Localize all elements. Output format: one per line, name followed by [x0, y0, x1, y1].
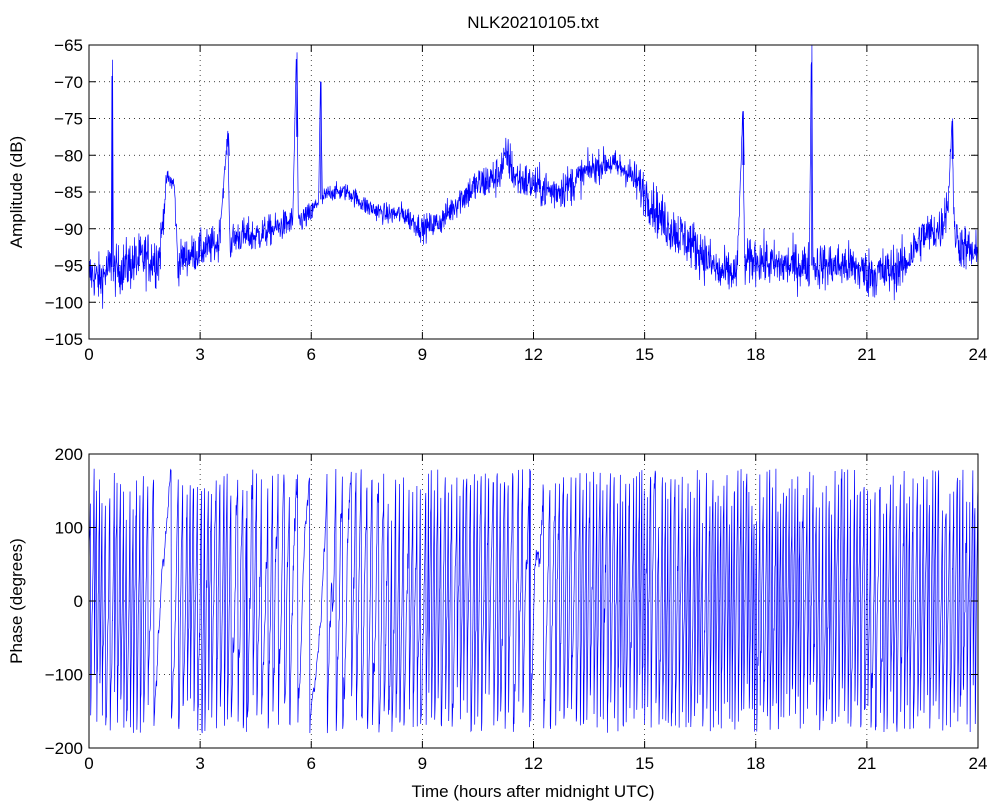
phase-xtick-label: 6 — [307, 754, 316, 773]
phase-xlabel: Time (hours after midnight UTC) — [411, 782, 654, 801]
amplitude-ytick-label: −75 — [54, 110, 83, 129]
phase-xtick-label: 3 — [195, 754, 204, 773]
phase-xtick-label: 12 — [524, 754, 543, 773]
amplitude-ytick-label: −65 — [54, 36, 83, 55]
phase-ytick-label: −100 — [45, 666, 83, 685]
amplitude-xtick-label: 9 — [418, 345, 427, 364]
phase-ytick-label: 0 — [74, 592, 83, 611]
amplitude-xtick-label: 18 — [746, 345, 765, 364]
amplitude-ytick-label: −85 — [54, 183, 83, 202]
amplitude-ticks: 0 3 6 9 12 15 18 21 24 −105 −100 −95 −90 −85 −80 −75 −70… — [45, 36, 988, 364]
phase-xtick-label: 21 — [857, 754, 876, 773]
phase-ytick-label: 100 — [55, 519, 83, 538]
amplitude-xtick-label: 3 — [195, 345, 204, 364]
amplitude-ylabel: Amplitude (dB) — [7, 136, 26, 248]
amplitude-ytick-label: −90 — [54, 220, 83, 239]
phase-ytick-label: 200 — [55, 445, 83, 464]
phase-ticks: 0 3 6 9 12 15 18 21 24 −200 −100 0 100 200 — [45, 445, 988, 773]
amplitude-ytick-label: −105 — [45, 330, 83, 349]
phase-series-group — [88, 468, 979, 734]
phase-xtick-label: 24 — [969, 754, 988, 773]
amplitude-xtick-label: 24 — [969, 345, 988, 364]
amplitude-title: NLK20210105.txt — [467, 13, 599, 32]
phase-xtick-label: 9 — [418, 754, 427, 773]
amplitude-ytick-label: −95 — [54, 257, 83, 276]
amplitude-xtick-label: 12 — [524, 345, 543, 364]
phase-ylabel: Phase (degrees) — [7, 538, 26, 664]
amplitude-xtick-label: 15 — [635, 345, 654, 364]
amplitude-ytick-label: −80 — [54, 146, 83, 165]
amplitude-ytick-label: −100 — [45, 293, 83, 312]
phase-ytick-label: −200 — [45, 739, 83, 758]
amplitude-xtick-label: 0 — [84, 345, 93, 364]
amplitude-ytick-label: −70 — [54, 73, 83, 92]
amplitude-xtick-label: 6 — [307, 345, 316, 364]
amplitude-xtick-label: 21 — [857, 345, 876, 364]
phase-xtick-label: 15 — [635, 754, 654, 773]
phase-panel: 0 3 6 9 12 15 18 21 24 −200 −100 0 100 200 Time (hour… — [7, 445, 987, 801]
amplitude-panel: 0 3 6 9 12 15 18 21 24 −105 −100 −95 −90 −85 −80 −75 −70… — [7, 13, 987, 364]
phase-xtick-label: 18 — [746, 754, 765, 773]
phase-xtick-label: 0 — [84, 754, 93, 773]
phase-series-line — [88, 468, 979, 734]
